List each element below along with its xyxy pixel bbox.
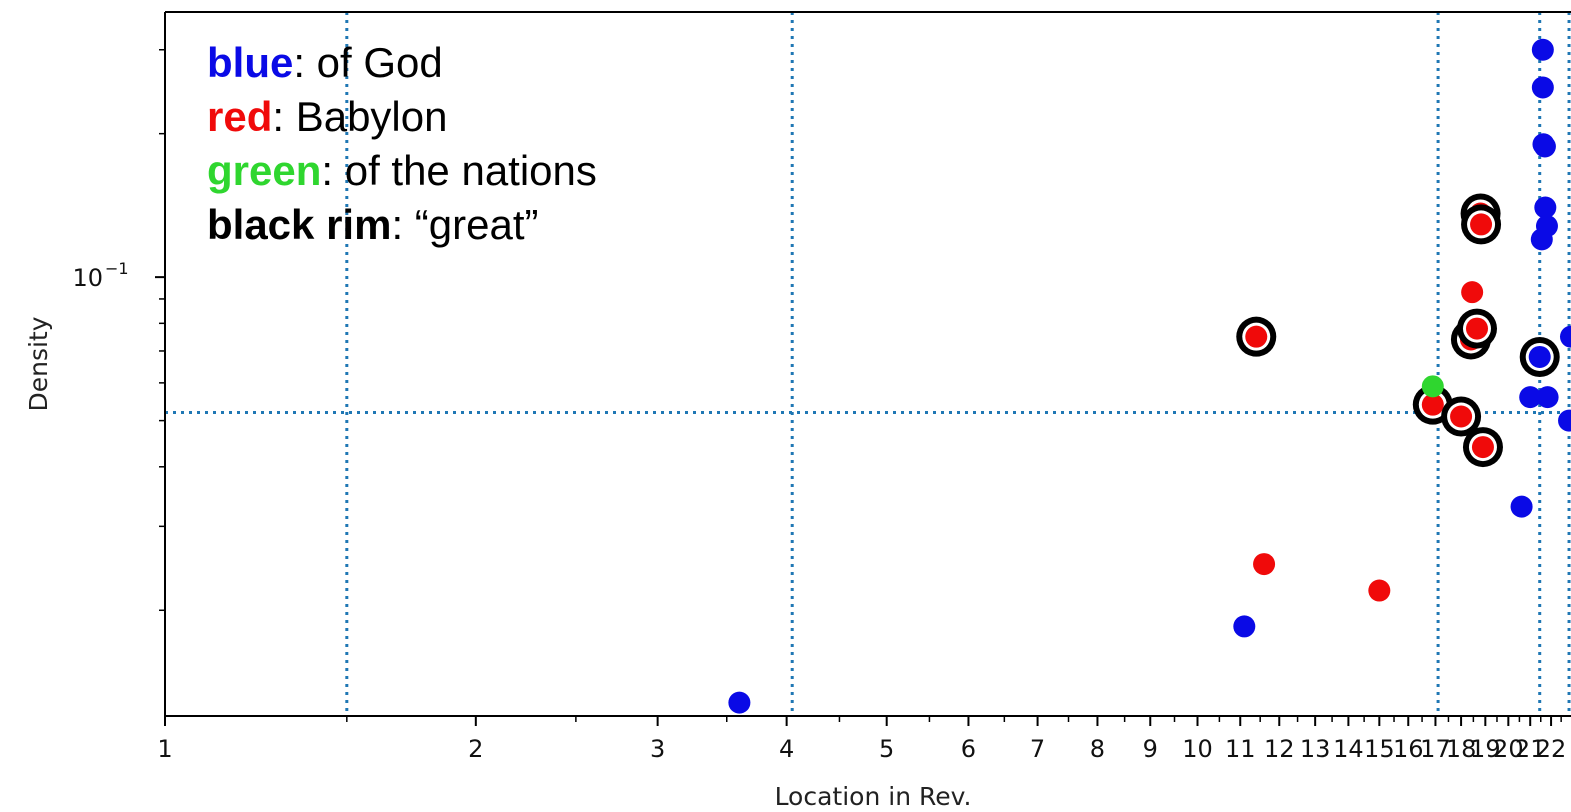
blue-dot — [728, 691, 751, 714]
blue-point — [1531, 38, 1554, 61]
blue-point — [1560, 325, 1571, 348]
legend-entry-0: blue: of God — [207, 36, 597, 90]
legend-key: black rim — [207, 201, 392, 248]
y-tick-label: 10 — [72, 264, 103, 292]
x-tick-label-3: 3 — [650, 735, 665, 763]
legend: blue: of God red: Babylon green: of the na… — [207, 36, 597, 252]
blue-point — [1519, 336, 1560, 377]
y-tick-label-exponent: −1 — [105, 259, 129, 278]
red-dot — [1471, 436, 1494, 459]
legend-entry-3: black rim: “great” — [207, 198, 597, 252]
x-axis-label: Location in Rev. — [775, 782, 972, 811]
red-point — [1236, 316, 1277, 357]
red-dot — [1421, 393, 1444, 416]
legend-text: : Babylon — [272, 93, 448, 140]
blue-dot — [1528, 345, 1551, 368]
axes — [164, 11, 1571, 717]
x-tick-label-2: 2 — [468, 735, 483, 763]
x-tick-label-7: 7 — [1030, 735, 1045, 763]
green-point — [1421, 375, 1444, 398]
legend-key: green — [207, 147, 322, 194]
blue-dot — [1510, 495, 1533, 518]
blue-point — [1519, 386, 1542, 409]
blue-dot — [1233, 615, 1256, 638]
red-dot — [1465, 317, 1488, 340]
x-tick-label-8: 8 — [1090, 735, 1105, 763]
blue-dot — [1531, 38, 1554, 61]
red-dot — [1470, 213, 1493, 236]
legend-key: blue — [207, 39, 294, 86]
x-tick-label-18: 18 — [1446, 735, 1477, 763]
blue-point — [1536, 386, 1559, 409]
x-tick-label-14: 14 — [1333, 735, 1364, 763]
blue-point — [1534, 196, 1557, 219]
x-tick-label-4: 4 — [779, 735, 794, 763]
x-tick-label-1: 1 — [157, 735, 172, 763]
blue-point — [1533, 135, 1556, 158]
red-point — [1368, 579, 1391, 602]
blue-point — [1510, 495, 1533, 518]
red-dot — [1245, 325, 1268, 348]
blue-dot — [1534, 196, 1557, 219]
blue-point — [728, 691, 751, 714]
blue-dot — [1558, 409, 1571, 432]
y-axis-ticks: 10 −1 — [72, 48, 165, 612]
red-point — [1462, 427, 1503, 468]
x-tick-label-9: 9 — [1143, 735, 1158, 763]
x-tick-label-15: 15 — [1364, 735, 1395, 763]
blue-point — [1233, 615, 1256, 638]
x-tick-label-21: 21 — [1515, 735, 1546, 763]
x-tick-label-10: 10 — [1182, 735, 1213, 763]
blue-dot — [1519, 386, 1542, 409]
red-point — [1412, 384, 1453, 425]
blue-point — [1535, 215, 1558, 238]
legend-entry-2: green: of the nations — [207, 144, 597, 198]
red-dot — [1368, 579, 1391, 602]
blue-dot — [1536, 386, 1559, 409]
x-tick-label-13: 13 — [1300, 735, 1331, 763]
x-tick-label-19: 19 — [1470, 735, 1501, 763]
blue-point — [1558, 409, 1571, 432]
red-dot — [1450, 405, 1473, 428]
x-tick-label-16: 16 — [1393, 735, 1424, 763]
red-point — [1441, 396, 1482, 437]
legend-text: : “great” — [391, 201, 539, 248]
x-tick-label-6: 6 — [961, 735, 976, 763]
x-tick-label-20: 20 — [1493, 735, 1524, 763]
red-point — [1253, 553, 1276, 576]
legend-text: : of the nations — [321, 147, 597, 194]
blue-dot — [1560, 325, 1571, 348]
red-dot — [1461, 281, 1484, 304]
x-tick-label-12: 12 — [1264, 735, 1295, 763]
red-dot — [1253, 553, 1276, 576]
red-point — [1461, 204, 1502, 245]
x-tick-label-22: 22 — [1536, 735, 1567, 763]
legend-text: : of God — [293, 39, 443, 86]
red-point — [1461, 281, 1484, 304]
legend-entry-1: red: Babylon — [207, 90, 597, 144]
blue-dot — [1535, 215, 1558, 238]
legend-key: red — [207, 93, 273, 140]
green-dot — [1421, 375, 1444, 398]
y-axis-label: Density — [24, 316, 53, 411]
x-tick-label-17: 17 — [1420, 735, 1451, 763]
x-tick-label-11: 11 — [1225, 735, 1256, 763]
x-tick-label-5: 5 — [879, 735, 894, 763]
blue-dot — [1533, 135, 1556, 158]
blue-dot — [1531, 76, 1554, 99]
red-point — [1456, 308, 1497, 349]
data-points — [728, 38, 1571, 714]
blue-point — [1531, 76, 1554, 99]
